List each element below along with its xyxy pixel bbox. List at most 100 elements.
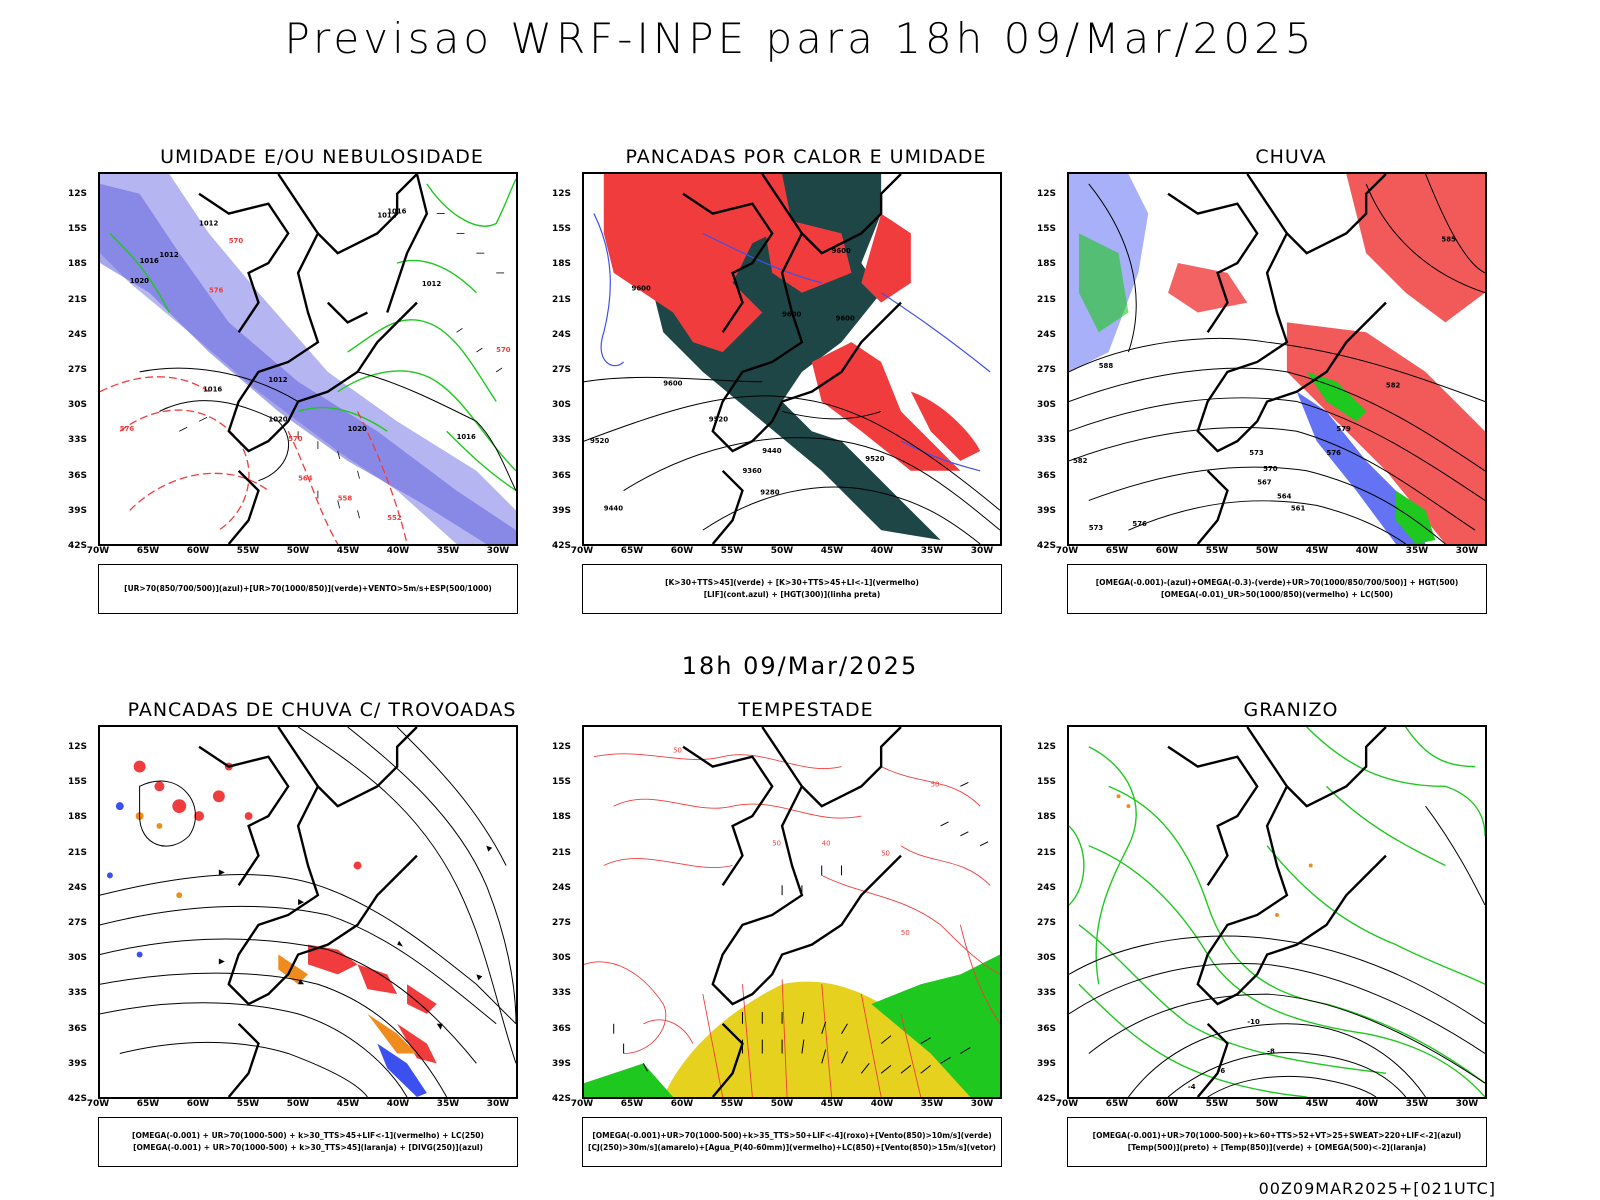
lon-tick-label: 70W: [86, 546, 110, 556]
lat-tick-label: 36S: [552, 1023, 572, 1034]
panel-title: PANCADAS DE CHUVA C/ TROVOADAS: [127, 699, 517, 721]
lon-tick-label: 35W: [436, 546, 460, 556]
lon-axis: 70W 65W 60W 55W 50W 45W 40W 35W 30W: [87, 1099, 518, 1111]
lon-tick-label: 35W: [1405, 1099, 1429, 1109]
panel-title: PANCADAS POR CALOR E UMIDADE: [625, 146, 987, 168]
contour-label: 1016: [387, 208, 406, 216]
contour-label: 9600: [782, 310, 801, 318]
lon-axis: 70W 65W 60W 55W 50W 45W 40W 35W 30W: [1056, 546, 1487, 558]
lon-tick-label: 50W: [770, 1099, 794, 1109]
lat-tick-label: 42S: [68, 541, 88, 551]
panel-umidade: UMIDADE E/OU NEBULOSIDADE: [68, 146, 562, 616]
contour-label: 570: [229, 237, 244, 245]
lon-tick-label: 70W: [86, 1099, 110, 1109]
lat-tick-label: 39S: [552, 505, 572, 516]
lat-tick-label: 21S: [68, 847, 88, 858]
lon-axis: 70W 65W 60W 55W 50W 45W 40W 35W 30W: [571, 1099, 1002, 1111]
lat-tick-label: 18S: [552, 812, 572, 823]
lat-tick-label: 21S: [68, 294, 88, 305]
lon-tick-label: 35W: [920, 546, 944, 556]
panel-title: UMIDADE E/OU NEBULOSIDADE: [160, 146, 484, 168]
panel-legend: [K>30+TTS>45](verde) + [K>30+TTS>45+LI<-…: [582, 564, 1002, 614]
lat-tick-label: 27S: [1037, 365, 1057, 375]
lon-tick-label: 60W: [670, 1099, 694, 1109]
contour-label: 50: [901, 929, 910, 937]
contour-label: -8: [1267, 1047, 1275, 1055]
panel-granizo: GRANIZO: [1037, 699, 1531, 1169]
lat-tick-label: 33S: [552, 435, 572, 446]
map-umidade: 1012 1012 1016 1020 1012 1012 1016 1020 …: [98, 172, 518, 546]
contour-label: 573: [1249, 449, 1264, 457]
lon-tick-label: 45W: [820, 546, 844, 556]
lon-tick-label: 65W: [1105, 1099, 1129, 1109]
lat-tick-label: 12S: [68, 742, 88, 752]
lon-axis: 70W 65W 60W 55W 50W 45W 40W 35W 30W: [87, 546, 518, 558]
lon-tick-label: 40W: [870, 1099, 894, 1109]
lon-tick-label: 40W: [386, 546, 410, 556]
lat-tick-label: 33S: [68, 988, 88, 999]
lat-tick-label: 42S: [1037, 1094, 1057, 1104]
contour-label: 570: [288, 435, 303, 443]
page-title: Previsao WRF-INPE para 18h 09/Mar/2025: [284, 14, 1316, 63]
lat-tick-label: 39S: [1037, 1058, 1057, 1069]
contour-label: 9600: [836, 314, 855, 322]
contour-label: 570: [1263, 465, 1278, 473]
legend-line: [OMEGA(-0.01)_UR>50(1000/850)(vermelho) …: [1160, 590, 1394, 599]
legend-line: [OMEGA(-0.001) + UR>70(1000-500) + k>30_…: [133, 1143, 483, 1152]
lon-tick-label: 55W: [720, 1099, 744, 1109]
lon-tick-label: 50W: [770, 546, 794, 556]
lon-tick-label: 60W: [186, 1099, 210, 1109]
contour-label: 1012: [199, 219, 218, 227]
lon-tick-label: 50W: [1255, 1099, 1279, 1109]
lat-tick-label: 36S: [68, 470, 88, 481]
panel-pancadas-calor: PANCADAS POR CALOR E UMIDADE: [552, 146, 1046, 616]
panel-tempestade: TEMPESTADE: [552, 699, 1046, 1169]
lon-tick-label: 65W: [620, 546, 644, 556]
lon-axis: 70W 65W 60W 55W 50W 45W 40W 35W 30W: [1056, 1099, 1487, 1111]
contour-label: 1012: [159, 251, 178, 259]
contour-label: 558: [338, 494, 353, 502]
lat-tick-label: 36S: [552, 470, 572, 481]
lat-tick-label: 12S: [1037, 742, 1057, 752]
lat-tick-label: 15S: [68, 224, 88, 235]
lat-tick-label: 39S: [68, 505, 88, 516]
lat-tick-label: 15S: [1037, 224, 1057, 235]
panel-title: GRANIZO: [1243, 699, 1339, 721]
lat-tick-label: 30S: [552, 400, 572, 411]
lat-tick-label: 18S: [552, 259, 572, 270]
contour-label: 1012: [422, 280, 441, 288]
run-timestamp: 00Z09MAR2025+[021UTC]: [1258, 1179, 1496, 1198]
lon-tick-label: 55W: [720, 546, 744, 556]
contour-label: 9440: [604, 504, 623, 512]
contour-label: 9600: [632, 285, 651, 293]
contour-label: 552: [387, 514, 402, 522]
lon-tick-label: 40W: [870, 546, 894, 556]
lat-tick-label: 21S: [1037, 847, 1057, 858]
map-granizo: -10 -8 -6 -4: [1067, 725, 1487, 1099]
lon-tick-label: 35W: [1405, 546, 1429, 556]
map-tempestade: 50 50 50 50 40 50: [582, 725, 1002, 1099]
contour-label: 9520: [865, 455, 884, 463]
lat-tick-label: 30S: [1037, 400, 1057, 411]
lon-tick-label: 50W: [1255, 546, 1279, 556]
lat-tick-label: 12S: [68, 189, 88, 199]
contour-label: 9600: [663, 380, 682, 388]
lat-tick-label: 24S: [552, 329, 572, 340]
contour-label: 50: [881, 850, 890, 858]
legend-line: [UR>70(850/700/500)](azul)+[UR>70(1000/8…: [124, 584, 492, 593]
lat-tick-label: 30S: [68, 400, 88, 411]
contour-label: 9440: [762, 447, 781, 455]
map-chuva: 585 588 582 579 576 573 570 567 564 561 …: [1067, 172, 1487, 546]
lat-axis: 12S 15S 18S 21S 24S 27S 30S 33S 36S 39S 42S: [68, 725, 96, 1104]
contour-label: 576: [1132, 520, 1147, 528]
legend-line: [OMEGA(-0.001)-(azul)+OMEGA(-0.3)-(verde…: [1095, 578, 1459, 587]
lat-tick-label: 33S: [552, 988, 572, 999]
lat-tick-label: 36S: [68, 1023, 88, 1034]
lat-tick-label: 39S: [1037, 505, 1057, 516]
contour-label: 1016: [457, 433, 476, 441]
panel-legend: [OMEGA(-0.001)+UR>70(1000-500)+k>60+TTS>…: [1067, 1117, 1487, 1167]
contour-label: 588: [1099, 362, 1114, 370]
lon-tick-label: 30W: [486, 546, 510, 556]
lat-tick-label: 24S: [1037, 329, 1057, 340]
lat-tick-label: 15S: [68, 777, 88, 788]
